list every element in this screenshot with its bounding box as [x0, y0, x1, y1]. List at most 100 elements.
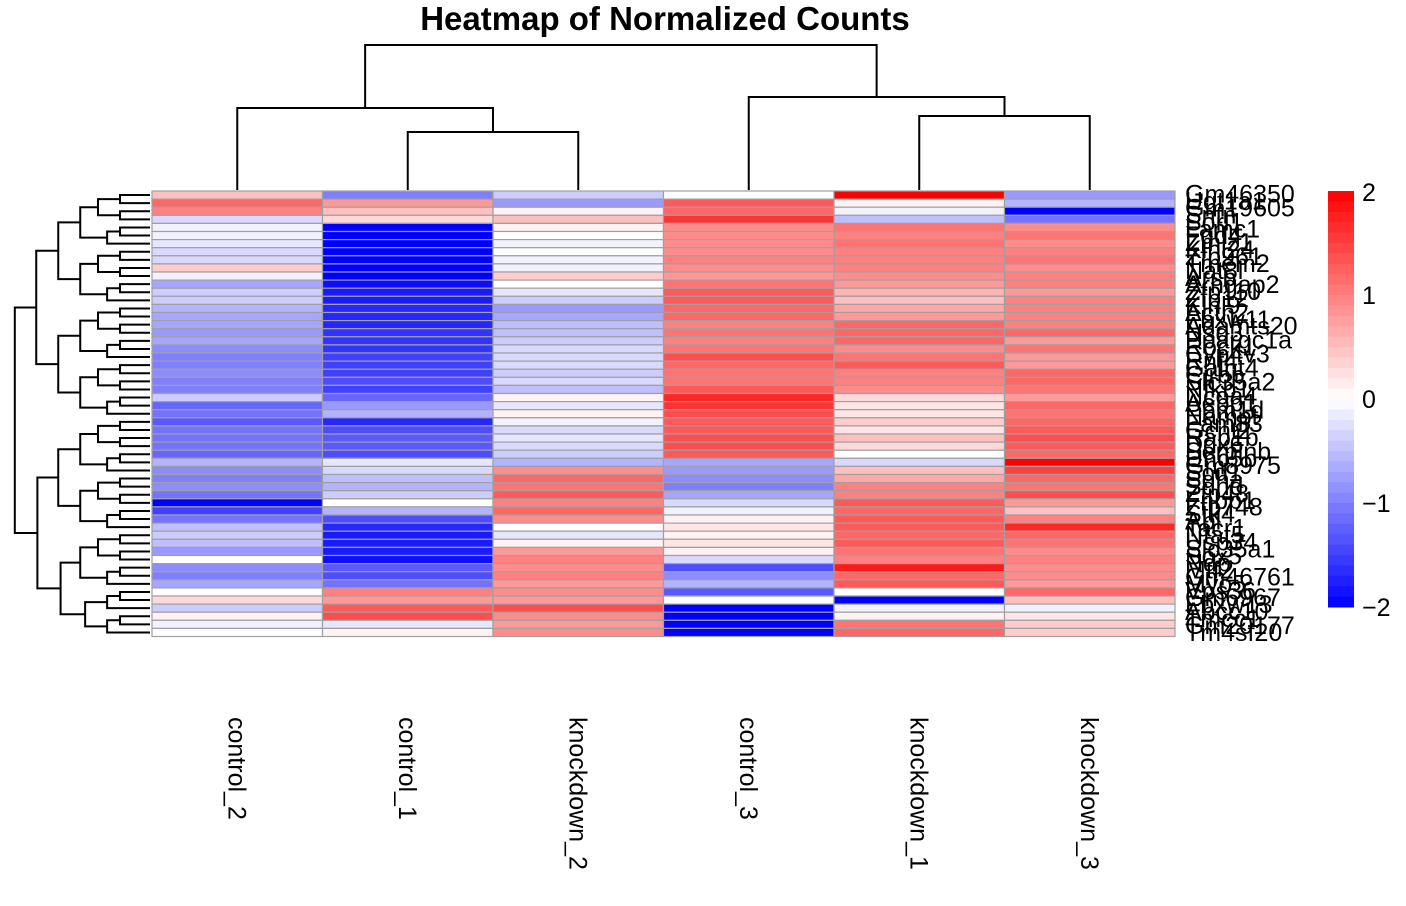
heatmap-cell — [1003, 336, 1176, 346]
heatmap-cell — [662, 295, 835, 305]
heatmap-cell — [1003, 214, 1176, 225]
heatmap-cell — [833, 562, 1006, 573]
heatmap-cell — [833, 206, 1006, 216]
column-dendrogram — [236, 44, 1091, 190]
heatmap-cell — [833, 295, 1006, 305]
heatmap-cell — [662, 627, 835, 638]
heatmap-cell — [492, 392, 665, 403]
heatmap-cell — [833, 255, 1006, 265]
heatmap-cell — [151, 328, 324, 338]
heatmap-cell — [662, 360, 835, 370]
heatmap-cell — [662, 546, 835, 557]
legend-swatch — [1328, 357, 1354, 369]
legend-swatch — [1328, 284, 1354, 296]
heatmap-cell — [833, 587, 1006, 597]
heatmap-cell — [833, 619, 1006, 629]
heatmap-cell — [492, 433, 665, 443]
heatmap-cell — [833, 514, 1006, 524]
heatmap-cell — [1003, 619, 1176, 629]
heatmap-cell — [1003, 562, 1176, 573]
heatmap-cell — [662, 506, 835, 516]
row-label: Usp34 — [1185, 529, 1257, 557]
heatmap-cell — [1003, 239, 1176, 249]
heatmap-cell — [492, 401, 665, 411]
heatmap-cell — [1003, 441, 1176, 451]
legend-swatch — [1328, 409, 1354, 421]
legend-swatch — [1328, 211, 1354, 223]
heatmap-cell — [662, 514, 835, 524]
heatmap-cell — [1003, 546, 1176, 557]
row-label: Gm46761 — [1185, 563, 1295, 591]
heatmap-cell — [151, 344, 324, 354]
heatmap-cell — [833, 198, 1006, 208]
heatmap-cell — [833, 546, 1006, 557]
heatmap-cell — [1003, 328, 1176, 338]
heatmap-cell — [151, 538, 324, 548]
legend-swatch — [1328, 492, 1354, 504]
legend-swatch — [1328, 503, 1354, 514]
row-label: Rap1b — [1185, 424, 1259, 452]
heatmap-cell — [1003, 401, 1176, 411]
heatmap-cell — [321, 344, 494, 354]
heatmap-cell — [321, 409, 494, 419]
heatmap-cell — [151, 506, 324, 516]
heatmap-cell — [321, 562, 494, 573]
heatmap-cell — [492, 368, 665, 378]
row-label: Arhgap2 — [1185, 271, 1280, 299]
legend-swatch — [1328, 243, 1354, 254]
heatmap-cell — [1003, 295, 1176, 305]
heatmap-cell — [833, 482, 1006, 492]
dendrogram-branch — [57, 448, 81, 507]
heatmap-cell — [321, 441, 494, 451]
row-label: Nampt — [1185, 403, 1259, 431]
heatmap-cell — [1003, 368, 1176, 378]
legend-swatch — [1328, 253, 1354, 265]
heatmap-cell — [151, 295, 324, 305]
heatmap-cell — [151, 425, 324, 435]
heatmap-cell — [492, 522, 665, 532]
heatmap-cell — [662, 473, 835, 484]
heatmap-cell — [321, 465, 494, 476]
row-label: Serpinb — [1185, 438, 1271, 466]
heatmap-cell — [1003, 360, 1176, 370]
column-label: control_3 — [734, 717, 762, 820]
heatmap-cell — [321, 352, 494, 362]
heatmap-cell — [151, 498, 324, 508]
heatmap-cell — [492, 360, 665, 370]
heatmap-cell — [833, 384, 1006, 395]
heatmap-cell — [492, 376, 665, 386]
heatmap-cell — [1003, 571, 1176, 581]
row-label: Sntn — [1185, 201, 1236, 229]
heatmap-cell — [151, 368, 324, 378]
row-label: Gm20177 — [1185, 612, 1295, 640]
row-label: Gm46350 — [1185, 180, 1295, 208]
heatmap-cell — [662, 417, 835, 427]
heatmap-cell — [321, 287, 494, 297]
heatmap-cell — [151, 230, 324, 241]
heatmap-cell — [321, 384, 494, 395]
heatmap-cell — [833, 222, 1006, 233]
row-labels: Gm46350Ugt1a1Gm19605SntnSorl1Lamc1Fgd4Zm… — [1185, 180, 1298, 647]
column-label: control_1 — [393, 717, 421, 820]
row-label: Adamts20 — [1185, 313, 1298, 341]
row-label: Fbxw13 — [1185, 591, 1273, 619]
row-label: Rnf4 — [1185, 348, 1238, 376]
heatmap-cell — [151, 247, 324, 257]
heatmap-cell — [833, 530, 1006, 540]
heatmap-cell — [1003, 498, 1176, 508]
heatmap-cell — [321, 190, 494, 200]
heatmap-cell — [662, 619, 835, 629]
color-legend: 2 1 0 −1 −2 — [1328, 179, 1391, 622]
heatmap-cell — [321, 433, 494, 443]
dendrogram-branch — [84, 601, 108, 628]
heatmap-cell — [492, 449, 665, 459]
heatmap-cell — [321, 295, 494, 305]
heatmap-cell — [833, 425, 1006, 435]
legend-swatch — [1328, 336, 1354, 348]
heatmap-cell — [321, 530, 494, 540]
heatmap-cell — [492, 457, 665, 467]
heatmap-cells — [151, 190, 1176, 638]
heatmap-cell — [662, 554, 835, 565]
row-label: Tacr1 — [1185, 515, 1246, 543]
dendrogram-branch — [106, 595, 150, 610]
